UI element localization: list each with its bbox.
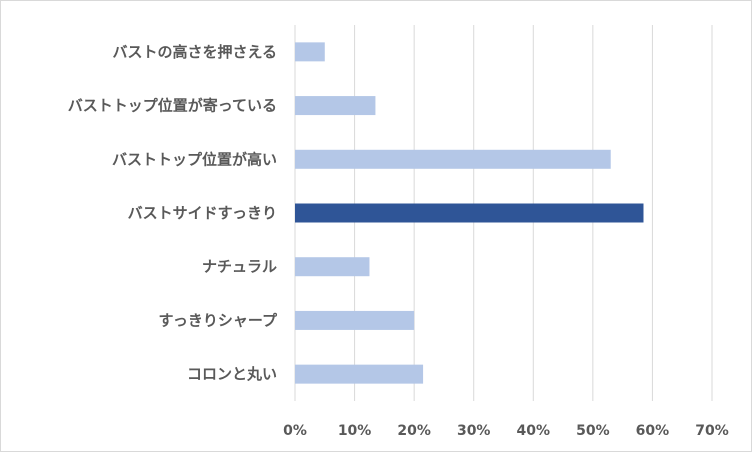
x-tick-label: 50% (576, 423, 610, 439)
category-labels: バストの高さを押さえるバストトップ位置が寄っているバストトップ位置が高いバストサ… (68, 43, 278, 383)
x-tick-label: 20% (397, 423, 431, 439)
category-label: ナチュラル (202, 258, 277, 276)
bar (295, 310, 415, 330)
category-label: バストの高さを押さえる (112, 43, 277, 61)
x-tick-label: 10% (338, 423, 372, 439)
bar (295, 203, 644, 223)
x-tick-label: 0% (283, 423, 307, 439)
bar (295, 149, 611, 169)
category-label: コロンと丸い (187, 365, 277, 383)
bar (295, 96, 376, 116)
category-label: バストトップ位置が寄っている (68, 97, 277, 115)
x-tick-label: 30% (457, 423, 491, 439)
category-label: バストサイドすっきり (128, 204, 277, 222)
x-tick-label: 40% (517, 423, 551, 439)
bar (295, 42, 325, 62)
bars (295, 42, 644, 384)
category-label: バストトップ位置が高い (112, 150, 277, 168)
bar (295, 364, 424, 384)
bar (295, 257, 370, 277)
category-label: すっきりシャープ (158, 311, 278, 329)
x-axis-tick-labels: 0% 10% 20% 30% 40% 50% 60% 70% (283, 423, 729, 439)
x-tick-label: 70% (695, 423, 729, 439)
x-tick-label: 60% (636, 423, 670, 439)
